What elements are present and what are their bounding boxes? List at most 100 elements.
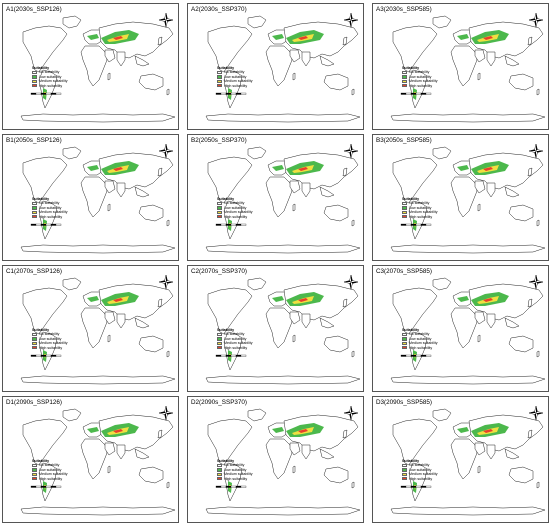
continent-madagascar [292,203,296,212]
continent-asia [283,283,359,321]
continent-india [116,313,126,329]
legend-label: Medium suitability [224,472,253,477]
legend-item: Low suitability [32,337,68,341]
compass-rose-icon [158,274,174,290]
world-map [390,12,546,123]
legend-label: High suitability [409,214,433,219]
map-panel-grid: A1(2030s_SSP126) Suitability No suitabilit… [2,3,549,523]
map-panel: C2(2070s_SSP370) Suitability No suitabilit… [187,265,364,392]
high-suitability-region-asia [298,36,308,40]
continent-se-asia [504,317,520,329]
legend-label: Low suitability [39,205,62,210]
compass-rose-icon [158,143,174,159]
legend-label: High suitability [224,83,248,88]
legend-label: High suitability [39,83,63,88]
continent-new-zealand [166,88,170,96]
legend-item: Low suitability [32,468,68,472]
legend-label: Low suitability [409,205,432,210]
continent-australia [323,73,349,91]
continent-india [301,313,311,329]
legend-item: High suitability [402,346,438,350]
continent-new-zealand [351,350,355,358]
low-suitability-region-europe [87,427,99,433]
panel-title: C1(2070s_SSP126) [6,268,63,275]
scale-bar [215,92,247,95]
continent-australia [508,335,534,353]
continent-greenland [62,408,82,422]
legend-item: No suitability [217,70,253,74]
high-suitability-region-asia [113,429,123,433]
map-panel: A3(2030s_SSP585) Suitability No suitabilit… [372,3,549,130]
scale-bar [30,92,62,95]
world-map [205,274,361,385]
panel-title: D1(2090s_SSP126) [6,399,63,406]
low-suitability-region-europe [272,427,284,433]
legend-swatch [402,472,407,477]
suitability-legend: Suitability No suitability Low suitability… [402,459,438,481]
continent-africa [80,438,108,480]
panel-title: A2(2030s_SSP370) [191,6,247,13]
scale-bar [400,223,432,226]
legend-item: Low suitability [217,75,253,79]
world-map [205,143,361,254]
compass-rose-icon [158,405,174,421]
legend-item: High suitability [402,84,438,88]
continent-greenland [62,146,82,160]
continent-south-america [223,462,243,502]
legend-swatch [217,332,222,337]
continent-se-asia [134,186,150,198]
legend-item: Medium suitability [402,341,438,345]
compass-rose-icon [528,274,544,290]
continent-north-america [207,418,253,466]
suitability-legend: Suitability No suitability Low suitability… [32,459,68,481]
map-panel: D2(2090s_SSP370) Suitability No suitabilit… [187,396,364,523]
continent-antarctica [390,375,546,385]
legend-title: Suitability [32,459,50,463]
continent-greenland [247,408,267,422]
legend-label: Medium suitability [39,210,68,215]
continent-se-asia [504,55,520,67]
legend-label: No suitability [39,332,60,337]
continent-north-america [22,25,68,73]
continent-africa [450,307,478,349]
legend-label: High suitability [224,214,248,219]
legend-label: High suitability [224,476,248,481]
suitability-legend: Suitability No suitability Low suitability… [32,197,68,219]
continent-australia [138,335,164,353]
continent-madagascar [107,465,111,474]
low-suitability-region-europe [87,34,99,40]
continent-arabia [474,311,486,325]
legend-label: No suitability [39,70,60,75]
legend-label: Medium suitability [409,210,438,215]
legend-label: Low suitability [224,205,247,210]
compass-rose-icon [528,405,544,421]
legend-item: No suitability [217,332,253,336]
continent-new-zealand [351,219,355,227]
legend-item: High suitability [217,346,253,350]
legend-item: Low suitability [32,206,68,210]
compass-rose-icon [528,143,544,159]
panel-title: D2(2090s_SSP370) [191,399,248,406]
panel-title: A3(2030s_SSP585) [376,6,432,13]
legend-item: Low suitability [402,337,438,341]
panel-title: B3(2050s_SSP585) [376,137,432,144]
low-suitability-region-europe [272,296,284,302]
legend-swatch [217,201,222,206]
continent-japan [527,167,533,177]
continent-asia [98,414,174,452]
continent-antarctica [390,506,546,516]
continent-asia [98,21,174,59]
compass-rose-icon [158,12,174,28]
legend-swatch [32,75,37,79]
continent-africa [265,176,293,218]
continent-south-america [223,200,243,240]
continent-se-asia [134,55,150,67]
legend-swatch [402,477,407,481]
continent-new-zealand [536,88,540,96]
legend-label: No suitability [409,332,430,337]
continent-africa [265,45,293,87]
high-suitability-region-asia [483,167,493,171]
continent-japan [157,167,163,177]
legend-swatch [217,84,222,88]
legend-swatch [402,337,407,341]
